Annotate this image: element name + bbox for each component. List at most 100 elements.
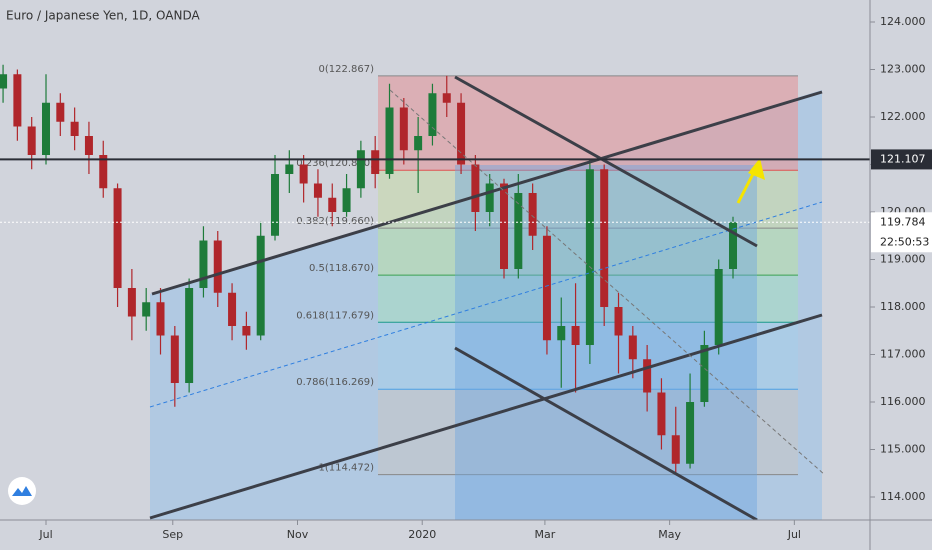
candle-body [671,435,680,464]
candle-body [428,93,437,136]
fib-label: 0.382(119.660) [296,216,374,227]
candle-body [500,183,509,270]
candle-body [485,183,494,212]
y-tick-label: 119.000 [880,253,926,266]
candle-body [686,402,695,464]
x-tick-label: Mar [535,528,556,541]
arrow-shaft [736,169,757,204]
trend-lines [149,75,826,522]
arrow-head [748,158,765,180]
candle-body [385,107,394,174]
candle-body [729,222,738,270]
fib-band [378,389,798,475]
fib-band [378,75,798,171]
candle-body [328,197,337,212]
price-axis [870,0,932,550]
fib-label: 0.618(117.679) [296,310,374,321]
candle-body [571,326,580,346]
candle-body [356,150,365,189]
candle-body [399,107,408,151]
fib-label: 0(122.867) [318,64,374,75]
last-price-box [871,212,932,253]
descending-zone [455,165,757,520]
candle-body [614,307,623,336]
candle-body [199,240,208,289]
fib-label: 0.5(118.670) [309,263,374,274]
candle-body [471,164,480,212]
x-tick-label: May [658,528,681,541]
overlay [0,158,870,223]
fib-label: 1(114.472) [318,463,374,474]
candle-body [299,164,308,184]
x-tick-label: 2020 [408,528,436,541]
candle-body [113,188,122,289]
logo-icon [12,486,32,496]
x-tick-label: Sep [162,528,183,541]
time-axis [0,520,932,550]
candle-body [185,288,194,384]
candle-body [99,154,108,189]
candle-body [600,169,609,308]
candle-body [228,292,237,327]
trend-line [454,75,758,248]
mid-line [149,201,823,408]
y-tick-label: 114.000 [880,490,926,503]
chart-title: Euro / Japanese Yen, 1D, OANDA [6,9,200,23]
candle-body [700,345,709,403]
fib-label: 0.786(116.269) [296,377,374,388]
y-tick-label: 118.000 [880,300,926,313]
candle-body [442,93,451,103]
candle-body [457,102,466,165]
trend-line [454,346,758,522]
candle-body [342,188,351,212]
trend-line [151,90,823,296]
candle-body [313,183,322,198]
candle-body [557,326,566,341]
y-tick-label: 117.000 [880,348,926,361]
candle-body [256,235,265,336]
y-tick-label: 123.000 [880,62,926,75]
candle-body [127,288,136,317]
candle-body [271,173,280,236]
candle-body [13,74,22,127]
candle-body [714,269,723,346]
candle-body [371,150,380,174]
candle-body [414,135,423,151]
y-tick-label: 115.000 [880,443,926,456]
logo[interactable] [8,477,36,505]
candle-body [42,102,51,155]
candle-body [643,359,652,393]
candle-body [156,302,165,336]
trend-line [149,313,823,520]
candle-body [285,164,294,174]
x-tick-label: Jul [787,528,801,541]
candle-body [70,121,79,136]
candle-body [657,392,666,436]
y-tick-label: 122.000 [880,110,926,123]
last-price-label: 119.784 [880,215,926,228]
x-tick-label: Nov [287,528,309,541]
candle-body [142,302,151,317]
countdown-label: 22:50:53 [880,235,929,248]
candle-body [0,74,8,89]
candle-body [84,135,93,155]
price-label: 121.107 [880,152,926,165]
price-label-box [871,149,932,170]
candles [0,64,738,475]
fib-label: 0.236(120.880) [296,158,374,169]
candle-body [56,102,65,122]
candle-body [542,235,551,341]
candle-body [514,192,523,270]
axes: 114.000 115.000 116.000 117.000 118.000 119.0… [38,15,932,541]
candle-body [528,192,537,236]
candle-body [170,335,179,384]
x-tick-label: Jul [38,528,52,541]
candle-body [213,240,222,293]
y-tick-label: 124.000 [880,15,926,28]
mid-line [389,89,826,476]
candle-body [27,126,36,155]
candle-body [628,335,637,360]
logo-circle[interactable] [8,477,36,505]
y-tick-label: 116.000 [880,395,926,408]
